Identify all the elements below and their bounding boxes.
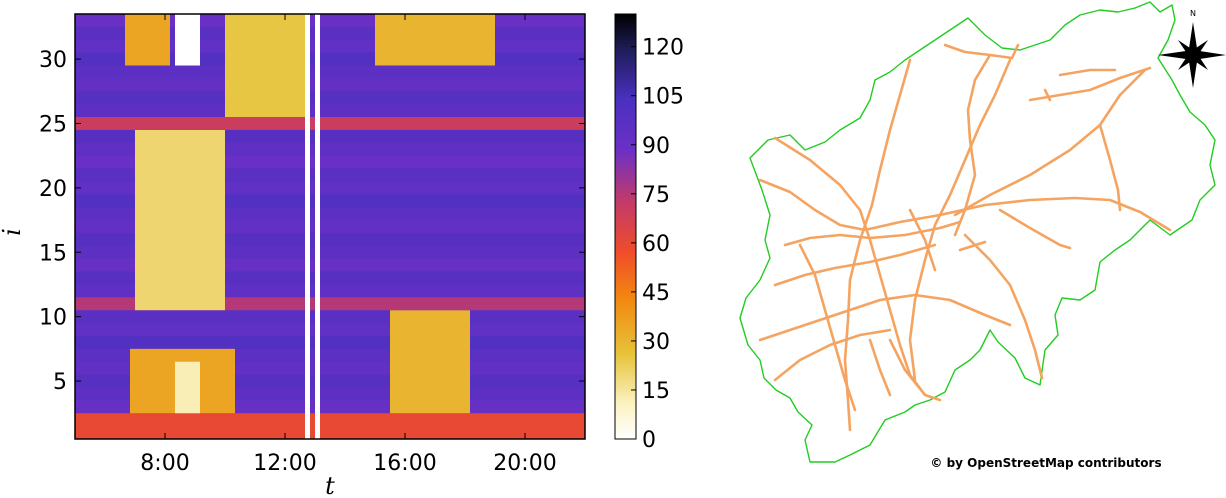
compass-se-arm <box>1190 52 1208 70</box>
heatmap-region <box>125 14 170 66</box>
y-tick-label: 30 <box>39 48 67 73</box>
y-tick-label: 20 <box>39 177 67 202</box>
x-tick-label: 20:00 <box>493 451 556 476</box>
colorbar-tick-label: 15 <box>642 379 670 404</box>
colorbar-tick-label: 0 <box>642 428 656 453</box>
heatmap-cells <box>75 14 585 439</box>
x-tick-label: 16:00 <box>373 451 436 476</box>
road <box>773 136 927 397</box>
x-axis-label: t <box>325 472 335 498</box>
road <box>943 43 1020 60</box>
colorbar-tick-label: 120 <box>642 36 684 61</box>
heatmap-region <box>225 14 310 118</box>
missing-data-cell <box>305 14 310 439</box>
compass-rose: N <box>1158 9 1226 88</box>
heatmap-region <box>390 310 470 414</box>
missing-data-cell <box>315 14 320 439</box>
road <box>953 53 992 237</box>
road <box>798 243 857 412</box>
road <box>888 338 942 402</box>
road <box>758 293 1012 342</box>
map-panel: N © by OpenStreetMap contributors <box>739 1 1226 470</box>
y-tick-label: 25 <box>39 112 67 137</box>
map-credit: © by OpenStreetMap contributors <box>930 456 1161 470</box>
road <box>868 338 892 397</box>
missing-data-cell <box>175 14 200 66</box>
state-boundary <box>739 1 1216 463</box>
heatmap-panel: 8:00 12:00 16:00 20:00 5 10 15 20 25 30 t i <box>0 13 586 498</box>
road <box>963 233 1044 380</box>
road <box>758 178 1172 232</box>
heatmap-missing-data <box>175 14 320 439</box>
heatmap-row <box>75 310 585 324</box>
heatmap-row <box>75 104 585 118</box>
road <box>1098 123 1122 212</box>
x-tick-label: 8:00 <box>140 451 189 476</box>
heatmap-region <box>75 413 585 439</box>
colorbar-tick-label: 75 <box>642 183 670 208</box>
road <box>1028 66 1152 102</box>
road <box>1043 88 1052 102</box>
road <box>908 58 1012 382</box>
x-axis-ticks: 8:00 12:00 16:00 20:00 <box>140 14 557 476</box>
road-network <box>758 43 1172 432</box>
colorbar-tick-label: 60 <box>642 232 670 257</box>
road <box>958 240 987 252</box>
heatmap-row <box>75 335 585 349</box>
road <box>773 328 892 382</box>
road <box>908 208 937 272</box>
heatmap-region <box>135 129 225 311</box>
compass-north-arm <box>1188 22 1198 55</box>
colorbar-ticks: 0 15 30 45 60 75 90 105 120 <box>631 36 684 453</box>
road <box>783 220 962 247</box>
y-axis-label: i <box>0 228 26 236</box>
colorbar-tick-label: 90 <box>642 134 670 159</box>
colorbar-tick-label: 105 <box>642 85 684 110</box>
road <box>998 208 1072 250</box>
compass-south-arm <box>1188 55 1198 88</box>
heatmap-region <box>175 361 200 414</box>
y-axis-ticks: 5 10 15 20 25 30 <box>39 48 585 395</box>
heatmap-row <box>75 91 585 105</box>
colorbar-tick-label: 45 <box>642 281 670 306</box>
heatmap-row <box>75 78 585 92</box>
road <box>843 58 912 432</box>
x-tick-label: 12:00 <box>253 451 316 476</box>
compass-north-label: N <box>1190 9 1196 18</box>
heatmap-row <box>75 65 585 79</box>
colorbar-gradient <box>614 13 637 440</box>
colorbar: 0 15 30 45 60 75 90 105 120 <box>614 13 684 453</box>
road <box>773 243 937 287</box>
compass-west-arm <box>1158 50 1193 60</box>
y-tick-label: 5 <box>53 370 67 395</box>
heatmap-frame <box>74 13 586 440</box>
road <box>1058 68 1117 77</box>
heatmap-region <box>375 14 495 66</box>
compass-east-arm <box>1193 50 1226 60</box>
y-tick-label: 10 <box>39 306 67 331</box>
colorbar-tick-label: 30 <box>642 330 670 355</box>
road <box>953 68 1147 217</box>
heatmap-region <box>75 117 585 130</box>
y-tick-label: 15 <box>39 241 67 266</box>
heatmap-row <box>75 323 585 336</box>
